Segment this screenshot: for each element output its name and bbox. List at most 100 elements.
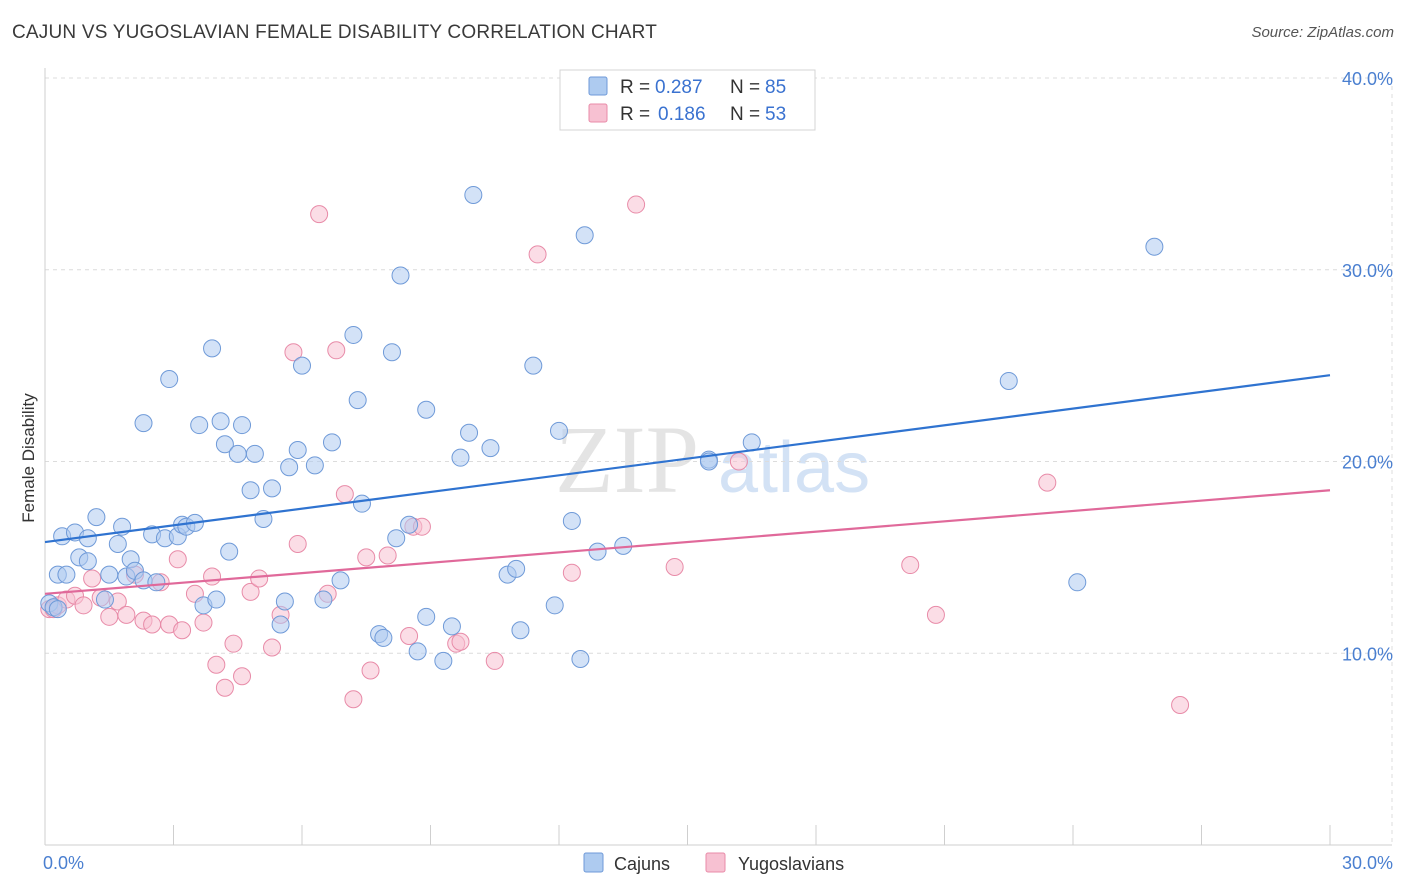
cajun-point-37 bbox=[241, 481, 260, 500]
yugoslavian-point-25 bbox=[241, 582, 260, 601]
cajun-point-66 bbox=[464, 185, 483, 204]
cajun-point-76 bbox=[575, 226, 594, 245]
bottom-legend-swatch-cajuns bbox=[583, 852, 604, 873]
bottom-legend-label-cajuns: Cajuns bbox=[614, 854, 670, 874]
cajun-point-45 bbox=[293, 356, 311, 375]
cajun-point-38 bbox=[245, 444, 264, 463]
cajun-point-60 bbox=[417, 400, 436, 419]
cajun-point-36 bbox=[233, 416, 252, 435]
cajun-point-40 bbox=[263, 479, 282, 498]
cajun-point-10 bbox=[87, 508, 106, 527]
cajun-point-42 bbox=[275, 592, 294, 611]
cajun-point-77 bbox=[588, 542, 607, 561]
cajun-point-28 bbox=[190, 416, 209, 435]
x-tick-label-0: 0.0% bbox=[43, 853, 84, 873]
yugoslavian-point-38 bbox=[378, 546, 397, 565]
x-tick-label-1: 30.0% bbox=[1342, 853, 1393, 873]
cajun-point-31 bbox=[207, 590, 226, 609]
cajun-point-32 bbox=[211, 412, 230, 431]
cajun-point-84 bbox=[1145, 237, 1164, 256]
cajun-point-69 bbox=[507, 559, 526, 578]
cajun-point-73 bbox=[550, 421, 568, 440]
cajun-point-56 bbox=[387, 529, 406, 548]
cajun-point-44 bbox=[288, 440, 307, 459]
legend-r-value-cajuns: 0.287 bbox=[655, 77, 703, 98]
cajun-point-65 bbox=[460, 423, 479, 442]
cajun-point-2 bbox=[48, 600, 67, 619]
cajun-point-47 bbox=[314, 590, 333, 609]
cajun-point-33 bbox=[215, 435, 234, 454]
trendlines bbox=[44, 374, 1331, 595]
yugoslavian-point-8 bbox=[100, 607, 119, 626]
axes bbox=[44, 68, 1392, 846]
cajun-point-82 bbox=[999, 371, 1018, 390]
y-axis-label: Female Disability bbox=[19, 393, 38, 523]
yugoslavian-point-30 bbox=[288, 534, 307, 553]
legend-r-value-yugoslavians: 0.186 bbox=[658, 104, 706, 125]
cajun-point-75 bbox=[571, 650, 590, 669]
y-tick-label-2: 30.0% bbox=[1342, 261, 1393, 281]
cajun-point-41 bbox=[271, 615, 290, 634]
x-tick-labels: 0.0% 30.0% bbox=[43, 853, 1393, 873]
cajun-point-5 bbox=[57, 565, 76, 584]
yugoslavian-point-27 bbox=[263, 638, 282, 657]
legend-r-label-yugoslavians: R = bbox=[620, 104, 650, 125]
yugoslavian-point-10 bbox=[117, 605, 136, 624]
trendline-yugoslavians bbox=[44, 489, 1331, 595]
series-cajuns bbox=[40, 185, 1164, 670]
yugoslavian-point-53 bbox=[1171, 696, 1190, 715]
yugoslavian-point-46 bbox=[562, 563, 581, 582]
chart-title: CAJUN VS YUGOSLAVIAN FEMALE DISABILITY C… bbox=[12, 22, 658, 43]
yugoslavian-point-35 bbox=[344, 690, 363, 709]
cajun-point-74 bbox=[562, 511, 581, 530]
cajun-point-30 bbox=[203, 339, 222, 358]
y-tick-labels: 10.0% 20.0% 30.0% 40.0% bbox=[1342, 69, 1393, 664]
cajun-point-67 bbox=[481, 439, 500, 458]
yugoslavian-point-43 bbox=[451, 632, 470, 651]
cajun-point-81 bbox=[742, 433, 761, 452]
yugoslavian-point-22 bbox=[215, 678, 234, 697]
y-tick-label-1: 20.0% bbox=[1342, 453, 1393, 473]
legend-n-value-yugoslavians: 53 bbox=[765, 104, 786, 125]
yugoslavian-point-45 bbox=[528, 245, 547, 264]
y-tick-label-0: 10.0% bbox=[1342, 644, 1393, 664]
cajun-point-12 bbox=[100, 565, 119, 584]
cajun-point-83 bbox=[1068, 573, 1087, 592]
yugoslavian-point-34 bbox=[335, 485, 354, 504]
yugoslavian-point-23 bbox=[224, 634, 243, 653]
bottom-legend-swatch-yugoslavians bbox=[705, 852, 726, 873]
cajun-point-59 bbox=[408, 642, 427, 661]
source-label: Source: ZipAtlas.com bbox=[1251, 24, 1394, 41]
cajun-point-63 bbox=[442, 617, 461, 636]
yugoslavian-point-36 bbox=[357, 548, 376, 567]
cajun-point-52 bbox=[352, 494, 371, 513]
yugoslavian-point-50 bbox=[901, 556, 920, 575]
cajun-point-58 bbox=[400, 515, 419, 534]
cajun-point-72 bbox=[545, 596, 564, 615]
cajun-point-70 bbox=[511, 621, 530, 640]
legend-n-label-yugoslavians: N = bbox=[730, 104, 760, 125]
yugoslavian-point-21 bbox=[207, 655, 226, 674]
cajun-point-50 bbox=[344, 325, 363, 344]
yugoslavian-point-6 bbox=[83, 569, 102, 588]
gridlines bbox=[45, 77, 1393, 845]
legend-n-value-cajuns: 85 bbox=[765, 77, 786, 98]
legend-swatch-yugoslavians bbox=[588, 103, 608, 123]
legend-n-label-cajuns: N = bbox=[730, 77, 760, 98]
yugoslavian-point-24 bbox=[233, 667, 252, 686]
legend-box: R = 0.287 N = 85 R = 0.186 N = 53 bbox=[559, 69, 816, 131]
cajun-point-57 bbox=[391, 266, 410, 285]
legend-swatch-cajuns bbox=[588, 76, 608, 96]
cajun-point-19 bbox=[134, 414, 153, 433]
cajun-point-49 bbox=[331, 571, 350, 590]
yugoslavian-point-37 bbox=[361, 661, 380, 680]
cajun-point-64 bbox=[451, 448, 470, 467]
yugoslavian-point-51 bbox=[926, 605, 945, 624]
cajun-point-55 bbox=[382, 343, 401, 362]
cajun-point-54 bbox=[374, 628, 393, 647]
yugoslavian-point-47 bbox=[627, 195, 646, 214]
cajun-point-23 bbox=[160, 370, 179, 389]
yugoslavian-point-5 bbox=[74, 596, 93, 615]
yugoslavian-point-16 bbox=[168, 550, 187, 569]
